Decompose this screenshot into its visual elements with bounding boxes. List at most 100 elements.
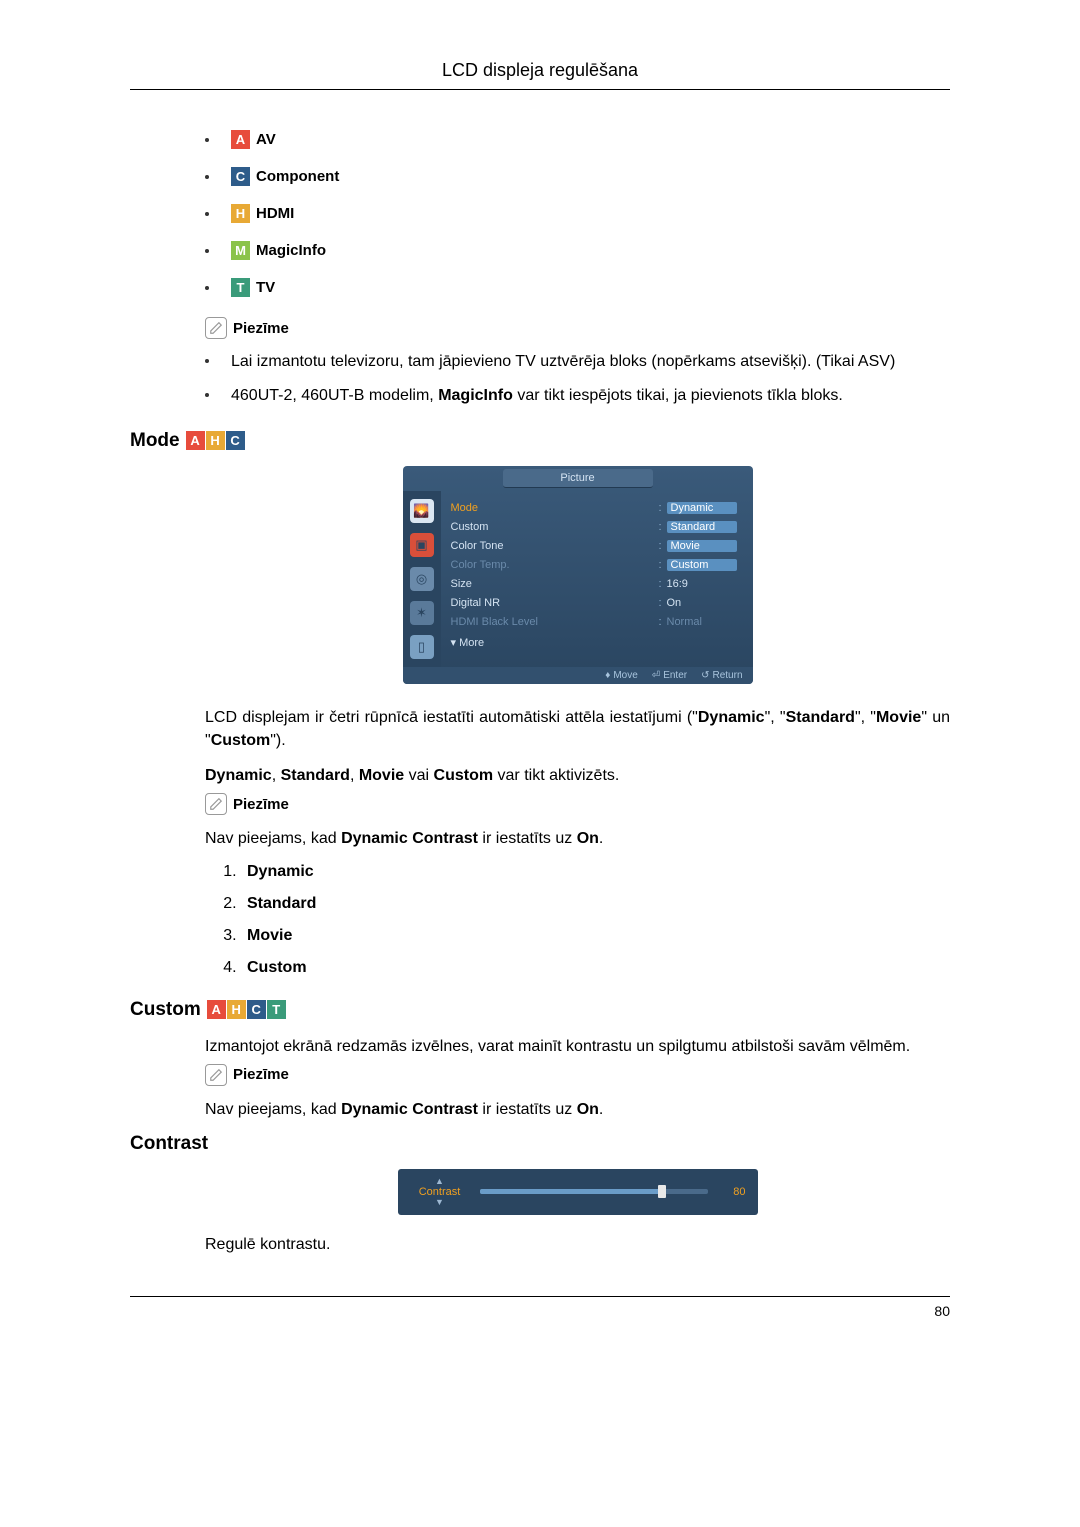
- note-item: 460UT-2, 460UT-B modelim, MagicInfo var …: [205, 385, 950, 407]
- osd-row: Color Tone : Movie: [451, 537, 747, 556]
- input-item: H HDMI: [205, 204, 950, 223]
- custom-para: Izmantojot ekrānā redzamās izvēlnes, var…: [205, 1035, 950, 1058]
- mode-list-item: Custom: [241, 959, 950, 977]
- osd-side-icon: ▣: [410, 533, 434, 557]
- osd-side-icon: ✶: [410, 601, 434, 625]
- note-item: Lai izmantotu televizoru, tam jāpievieno…: [205, 351, 950, 373]
- contrast-para: Regulē kontrastu.: [205, 1233, 950, 1256]
- custom-title-text: Custom: [130, 999, 201, 1021]
- input-source-list: A AV C Component H HDMI M MagicInfo T TV: [205, 130, 950, 297]
- osd-row-value: Dynamic: [667, 502, 747, 514]
- note-label: Piezīme: [233, 320, 289, 337]
- enter-icon: ⏎: [652, 670, 660, 681]
- osd-side-icon: 🌄: [410, 499, 434, 523]
- c-badge-icon: C: [231, 167, 250, 186]
- contrast-slider: [480, 1189, 708, 1194]
- note-row: Piezīme: [205, 317, 950, 339]
- osd-main: Mode : Dynamic Custom : Standard Color T…: [441, 491, 753, 667]
- h-badge-icon: H: [231, 204, 250, 223]
- osd-row-value: 16:9: [667, 578, 747, 590]
- mode-list-item: Movie: [241, 927, 950, 945]
- osd-row-label: HDMI Black Level: [451, 616, 659, 628]
- input-item: T TV: [205, 278, 950, 297]
- a-badge-icon: A: [186, 431, 205, 450]
- note-label: Piezīme: [233, 1066, 289, 1083]
- osd-side-icon: ◎: [410, 567, 434, 591]
- t-badge-icon: T: [231, 278, 250, 297]
- osd-row-value: On: [667, 597, 747, 609]
- osd-row-label: Custom: [451, 521, 659, 533]
- osd-row-label: Color Temp.: [451, 559, 659, 571]
- mode-title-text: Mode: [130, 430, 180, 452]
- input-item: C Component: [205, 167, 950, 186]
- move-icon: ♦: [605, 670, 610, 681]
- mode-para-2: Dynamic, Standard, Movie vai Custom var …: [205, 764, 950, 787]
- input-item: M MagicInfo: [205, 241, 950, 260]
- mode-note-para: Nav pieejams, kad Dynamic Contrast ir ie…: [205, 827, 950, 850]
- custom-note-para: Nav pieejams, kad Dynamic Contrast ir ie…: [205, 1098, 950, 1121]
- osd-row-label: Color Tone: [451, 540, 659, 552]
- footer-divider: [130, 1296, 950, 1297]
- osd-row: Color Temp. : Custom: [451, 556, 747, 575]
- contrast-title-text: Contrast: [130, 1133, 208, 1155]
- osd-row: Mode : Dynamic: [451, 499, 747, 518]
- input-item: A AV: [205, 130, 950, 149]
- a-badge-icon: A: [207, 1000, 226, 1019]
- a-badge-icon: A: [231, 130, 250, 149]
- osd-side-icons: 🌄 ▣ ◎ ✶ ▯: [403, 491, 441, 667]
- t-badge-icon: T: [267, 1000, 286, 1019]
- custom-section-title: Custom AHCT: [130, 999, 950, 1021]
- mode-options-list: Dynamic Standard Movie Custom: [241, 863, 950, 977]
- note-icon: [205, 317, 227, 339]
- custom-title-icons: AHCT: [207, 1000, 287, 1019]
- contrast-value: 80: [718, 1186, 746, 1198]
- osd-row-label: Mode: [451, 502, 659, 514]
- m-badge-icon: M: [231, 241, 250, 260]
- footer-enter: Enter: [663, 670, 687, 681]
- c-badge-icon: C: [247, 1000, 266, 1019]
- input-item-label: MagicInfo: [256, 242, 326, 259]
- c-badge-icon: C: [226, 431, 245, 450]
- osd-more: ▾ More: [451, 636, 747, 649]
- note-icon: [205, 1064, 227, 1086]
- return-icon: ↺: [701, 670, 709, 681]
- osd-row-label: Digital NR: [451, 597, 659, 609]
- input-item-label: AV: [256, 131, 276, 148]
- footer-move: Move: [613, 670, 637, 681]
- input-item-label: Component: [256, 168, 339, 185]
- osd-row: Size : 16:9: [451, 575, 747, 594]
- osd-row: Digital NR : On: [451, 594, 747, 613]
- osd-row-value: Normal: [667, 616, 747, 628]
- mode-list-item: Dynamic: [241, 863, 950, 881]
- input-item-label: HDMI: [256, 205, 294, 222]
- input-item-label: TV: [256, 279, 275, 296]
- note-label: Piezīme: [233, 796, 289, 813]
- osd-row-label: Size: [451, 578, 659, 590]
- osd-title: Picture: [503, 469, 653, 488]
- osd-footer: ♦Move ⏎Enter ↺Return: [403, 667, 753, 684]
- osd-row-value: Movie: [667, 540, 747, 552]
- arrow-down-icon: ▼: [435, 1198, 444, 1207]
- osd-side-icon: ▯: [410, 635, 434, 659]
- footer-return: Return: [712, 670, 742, 681]
- osd-row-value: Custom: [667, 559, 747, 571]
- page-number: 80: [130, 1303, 950, 1319]
- note-row: Piezīme: [205, 793, 950, 815]
- osd-row-value: Standard: [667, 521, 747, 533]
- osd-row: HDMI Black Level : Normal: [451, 613, 747, 632]
- contrast-section-title: Contrast: [130, 1133, 950, 1155]
- notes-top-list: Lai izmantotu televizoru, tam jāpievieno…: [205, 351, 950, 408]
- arrow-up-icon: ▲: [435, 1177, 444, 1186]
- note-icon: [205, 793, 227, 815]
- mode-osd: Picture 🌄 ▣ ◎ ✶ ▯ Mode : Dynamic Custom : St…: [403, 466, 753, 684]
- h-badge-icon: H: [227, 1000, 246, 1019]
- osd-row: Custom : Standard: [451, 518, 747, 537]
- mode-title-icons: AHC: [186, 431, 246, 450]
- note-row: Piezīme: [205, 1064, 950, 1086]
- contrast-osd: ▲ Contrast ▼ 80: [398, 1169, 758, 1215]
- mode-list-item: Standard: [241, 895, 950, 913]
- header-divider: [130, 89, 950, 90]
- mode-section-title: Mode AHC: [130, 430, 950, 452]
- mode-para-1: LCD displejam ir četri rūpnīcā iestatīti…: [205, 706, 950, 752]
- h-badge-icon: H: [206, 431, 225, 450]
